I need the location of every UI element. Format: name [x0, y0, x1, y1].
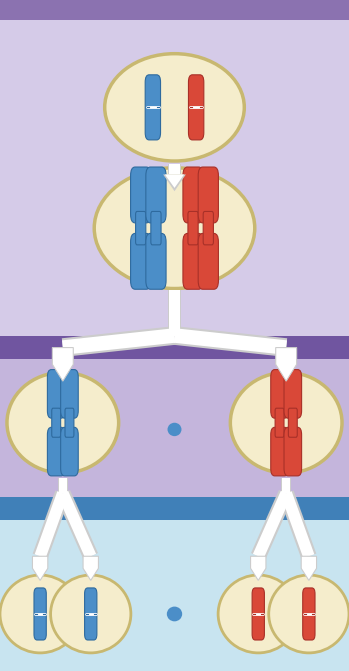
Bar: [168, 290, 181, 336]
FancyBboxPatch shape: [188, 211, 198, 245]
FancyBboxPatch shape: [146, 167, 166, 223]
Bar: [0, 520, 349, 671]
FancyArrow shape: [32, 556, 48, 580]
FancyBboxPatch shape: [131, 167, 151, 223]
FancyArrow shape: [276, 348, 297, 381]
FancyArrow shape: [52, 348, 73, 381]
Polygon shape: [165, 174, 184, 188]
Bar: [168, 164, 181, 174]
Bar: [59, 478, 67, 493]
FancyBboxPatch shape: [275, 408, 284, 437]
FancyArrow shape: [251, 556, 266, 580]
Bar: [0, 359, 349, 497]
FancyBboxPatch shape: [252, 588, 265, 640]
FancyBboxPatch shape: [135, 211, 146, 245]
Bar: [282, 478, 290, 493]
FancyBboxPatch shape: [198, 167, 218, 223]
FancyBboxPatch shape: [47, 427, 65, 476]
FancyBboxPatch shape: [151, 211, 161, 245]
Ellipse shape: [167, 607, 182, 621]
FancyBboxPatch shape: [284, 370, 302, 418]
FancyBboxPatch shape: [303, 588, 315, 640]
Ellipse shape: [51, 575, 131, 653]
Bar: [0, 497, 349, 520]
FancyArrow shape: [301, 556, 317, 580]
FancyBboxPatch shape: [271, 370, 288, 418]
Bar: [169, 164, 180, 174]
Bar: [281, 478, 291, 493]
FancyBboxPatch shape: [34, 588, 46, 640]
FancyBboxPatch shape: [65, 408, 74, 437]
FancyArrow shape: [83, 556, 98, 580]
Ellipse shape: [168, 423, 181, 436]
Ellipse shape: [230, 372, 342, 473]
Ellipse shape: [7, 372, 119, 473]
Ellipse shape: [105, 54, 244, 161]
FancyBboxPatch shape: [146, 234, 166, 289]
Polygon shape: [163, 174, 186, 191]
FancyBboxPatch shape: [183, 234, 203, 289]
FancyBboxPatch shape: [198, 234, 218, 289]
Ellipse shape: [218, 575, 298, 653]
FancyBboxPatch shape: [183, 167, 203, 223]
Bar: [0, 336, 349, 359]
FancyBboxPatch shape: [288, 408, 297, 437]
Bar: [58, 478, 68, 493]
Ellipse shape: [94, 168, 255, 289]
FancyBboxPatch shape: [188, 75, 204, 140]
Ellipse shape: [0, 575, 80, 653]
Bar: [169, 290, 180, 336]
Bar: [0, 20, 349, 336]
Bar: [0, 0, 349, 20]
FancyBboxPatch shape: [61, 370, 78, 418]
FancyBboxPatch shape: [131, 234, 151, 289]
FancyBboxPatch shape: [203, 211, 214, 245]
FancyBboxPatch shape: [84, 588, 97, 640]
FancyBboxPatch shape: [271, 427, 288, 476]
FancyBboxPatch shape: [284, 427, 302, 476]
Ellipse shape: [269, 575, 349, 653]
FancyBboxPatch shape: [47, 370, 65, 418]
FancyBboxPatch shape: [52, 408, 61, 437]
FancyBboxPatch shape: [145, 75, 161, 140]
FancyBboxPatch shape: [61, 427, 78, 476]
